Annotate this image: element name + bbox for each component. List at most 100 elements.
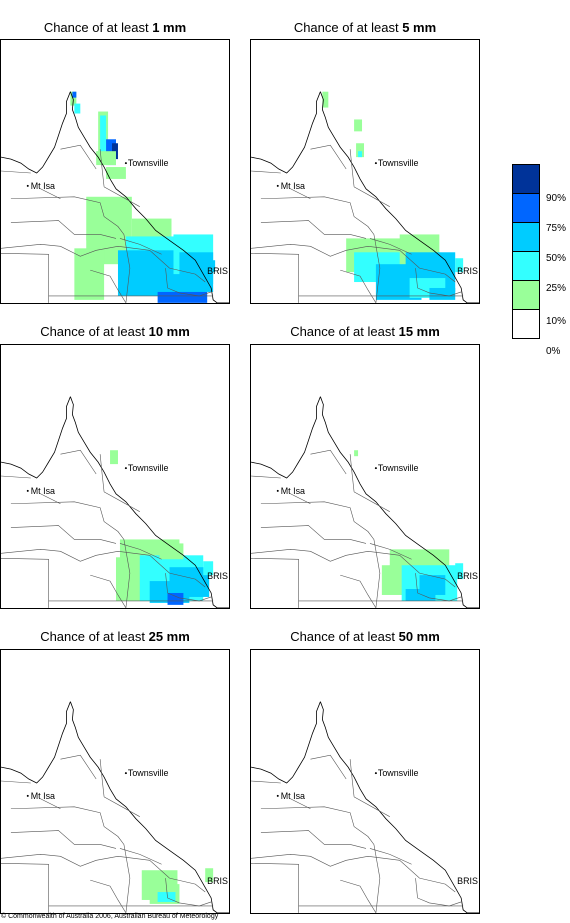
legend-swatch-75 [512,193,540,223]
district-boundary [353,491,390,512]
district-boundary [10,525,117,544]
district-boundary [340,879,377,913]
district-boundary [99,149,105,187]
rain-probability-cell [157,291,208,303]
legend-label-75: 75% [546,223,567,234]
rain-probability-cell [205,868,214,883]
legend-swatch-10 [512,280,540,310]
townsville-marker [124,162,127,165]
rain-probability-cell [167,592,184,605]
district-boundary [119,238,162,255]
mt-isa-label: Mt Isa [281,181,305,191]
panel-title-15mm: Chance of at least 15 mm [290,324,440,339]
district-boundary [290,493,311,505]
district-boundary [1,244,206,283]
district-boundary [260,501,381,608]
map-panel-5mm: Townsville Mt Isa BRIS [250,39,480,304]
rain-probability-cell [110,450,118,465]
map-canvas: Townsville Mt Isa BRIS [251,396,479,608]
rain-probability-cell [354,450,359,457]
district-boundary [1,170,31,174]
district-boundary [260,196,381,303]
legend-swatch-25 [512,251,540,281]
rain-probability-cell [354,119,363,132]
legend-label-50: 50% [546,253,567,264]
mt-isa-marker [276,184,279,187]
district-boundary [1,557,49,608]
legend-label-0: 0% [546,346,561,357]
townsville-label: Townsville [128,768,169,778]
district-boundary [251,854,456,893]
district-boundary [349,149,355,187]
rain-probability-cell [203,260,216,273]
rain-probability-cell [74,103,81,114]
mt-isa-label: Mt Isa [31,791,55,801]
copyright-footer: © Commonwealth of Australia 2006, Austra… [1,913,219,920]
rain-probability-cell [429,287,456,300]
bris-label: BRIS [457,876,478,886]
district-boundary [10,220,117,239]
coastline [70,91,229,303]
district-boundary [40,798,61,810]
townsville-label: Townsville [378,463,419,473]
rain-probability-cell [405,589,436,601]
map-canvas: Townsville Mt Isa BRIS [1,396,229,608]
district-boundary [60,449,97,475]
coastline-gulf [251,396,321,479]
panel-title-5mm: Chance of at least 5 mm [293,20,437,35]
map-canvas: Townsville Mt Isa BRIS [1,91,229,303]
mt-isa-marker [26,184,29,187]
district-boundary [251,244,456,283]
district-boundary [1,862,49,913]
bris-label: BRIS [207,876,228,886]
coastline [70,701,229,913]
district-boundary [90,879,127,913]
panel-title-25mm: Chance of at least 25 mm [40,629,190,644]
legend-swatch-90 [512,164,540,194]
district-boundary [40,493,61,505]
district-boundary [251,557,299,608]
coastline-gulf [251,701,321,784]
district-boundary [1,475,31,479]
district-boundary [340,269,377,303]
map-panel-50mm: Townsville Mt Isa BRIS [250,649,480,914]
coastline-gulf [1,91,71,174]
district-boundary [260,525,367,544]
rain-probability-cell [74,248,105,300]
map-canvas: Townsville Mt Isa BRIS [251,701,479,913]
district-boundary [310,144,347,170]
mt-isa-label: Mt Isa [31,486,55,496]
map-panel-15mm: Townsville Mt Isa BRIS [250,344,480,609]
map-canvas: Townsville Mt Isa BRIS [1,701,229,913]
district-boundary [99,759,105,797]
district-boundary [1,252,49,303]
district-boundary [251,252,299,303]
coastline-gulf [251,91,321,174]
rain-probability-cell [159,543,184,560]
district-boundary [40,188,61,200]
townsville-marker [374,772,377,775]
panel-title-50mm: Chance of at least 50 mm [290,629,440,644]
rain-probability-cell [322,91,329,108]
townsville-label: Townsville [378,768,419,778]
district-boundary [165,878,212,907]
townsville-label: Townsville [378,158,419,168]
district-boundary [340,574,377,608]
district-boundary [349,759,355,797]
rain-probability-cell [100,115,107,156]
coastline [320,396,479,608]
district-boundary [90,269,127,303]
coastline [70,396,229,608]
district-boundary [260,830,367,849]
coastline-gulf [1,701,71,784]
map-panel-25mm: Townsville Mt Isa BRIS [0,649,230,914]
rain-probability-cell [72,91,77,98]
panel-title-1mm: Chance of at least 1 mm [43,20,187,35]
townsville-marker [374,162,377,165]
townsville-label: Townsville [128,158,169,168]
district-boundary [415,573,462,602]
bris-label: BRIS [207,571,228,581]
coastline [320,91,479,303]
district-boundary [310,449,347,475]
townsville-marker [124,772,127,775]
